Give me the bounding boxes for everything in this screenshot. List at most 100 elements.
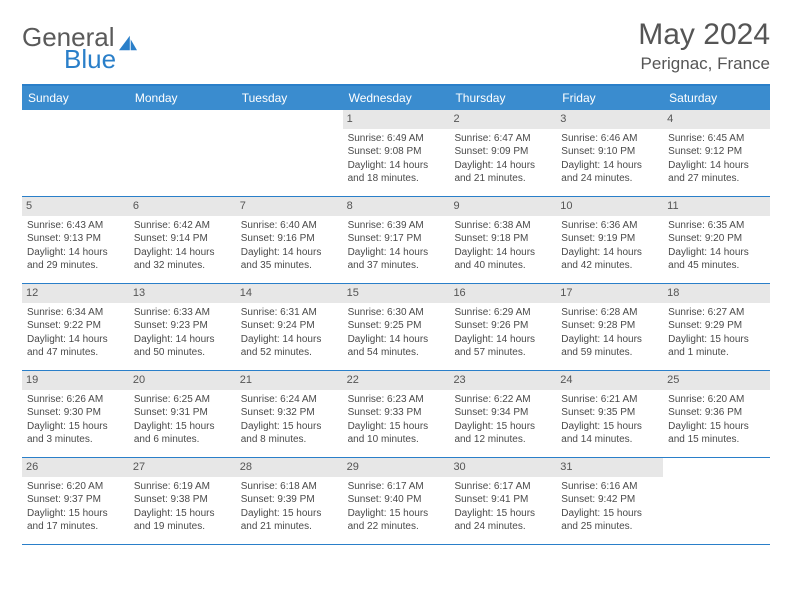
day-cell-15: 15Sunrise: 6:30 AMSunset: 9:25 PMDayligh…	[343, 284, 450, 370]
daylight-text: and 57 minutes.	[454, 346, 551, 360]
empty-cell	[129, 110, 236, 196]
sunrise-text: Sunrise: 6:42 AM	[134, 219, 231, 233]
sunset-text: Sunset: 9:23 PM	[134, 319, 231, 333]
day-cell-7: 7Sunrise: 6:40 AMSunset: 9:16 PMDaylight…	[236, 197, 343, 283]
month-title: May 2024	[638, 18, 770, 52]
sunset-text: Sunset: 9:42 PM	[561, 493, 658, 507]
daylight-text: and 15 minutes.	[668, 433, 765, 447]
daylight-text: and 21 minutes.	[454, 172, 551, 186]
day-cell-25: 25Sunrise: 6:20 AMSunset: 9:36 PMDayligh…	[663, 371, 770, 457]
sunset-text: Sunset: 9:38 PM	[134, 493, 231, 507]
sunrise-text: Sunrise: 6:36 AM	[561, 219, 658, 233]
day-cell-19: 19Sunrise: 6:26 AMSunset: 9:30 PMDayligh…	[22, 371, 129, 457]
day-cell-13: 13Sunrise: 6:33 AMSunset: 9:23 PMDayligh…	[129, 284, 236, 370]
day-number: 16	[449, 284, 556, 303]
day-number: 19	[22, 371, 129, 390]
daylight-text: Daylight: 14 hours	[27, 246, 124, 260]
header: GeneralBlue May 2024 Perignac, France	[22, 18, 770, 74]
sunset-text: Sunset: 9:08 PM	[348, 145, 445, 159]
day-cell-5: 5Sunrise: 6:43 AMSunset: 9:13 PMDaylight…	[22, 197, 129, 283]
day-cell-6: 6Sunrise: 6:42 AMSunset: 9:14 PMDaylight…	[129, 197, 236, 283]
weekday-monday: Monday	[129, 86, 236, 110]
daylight-text: and 17 minutes.	[27, 520, 124, 534]
daylight-text: Daylight: 15 hours	[134, 507, 231, 521]
sunset-text: Sunset: 9:32 PM	[241, 406, 338, 420]
sunrise-text: Sunrise: 6:33 AM	[134, 306, 231, 320]
daylight-text: Daylight: 15 hours	[668, 333, 765, 347]
daylight-text: and 14 minutes.	[561, 433, 658, 447]
day-number: 10	[556, 197, 663, 216]
week-row: 19Sunrise: 6:26 AMSunset: 9:30 PMDayligh…	[22, 371, 770, 458]
sunset-text: Sunset: 9:34 PM	[454, 406, 551, 420]
daylight-text: Daylight: 14 hours	[241, 246, 338, 260]
sunrise-text: Sunrise: 6:24 AM	[241, 393, 338, 407]
daylight-text: Daylight: 15 hours	[668, 420, 765, 434]
day-number: 1	[343, 110, 450, 129]
sunset-text: Sunset: 9:17 PM	[348, 232, 445, 246]
sunrise-text: Sunrise: 6:16 AM	[561, 480, 658, 494]
sunset-text: Sunset: 9:30 PM	[27, 406, 124, 420]
day-number: 5	[22, 197, 129, 216]
weekday-wednesday: Wednesday	[343, 86, 450, 110]
daylight-text: and 47 minutes.	[27, 346, 124, 360]
daylight-text: Daylight: 15 hours	[561, 507, 658, 521]
day-number: 31	[556, 458, 663, 477]
daylight-text: and 19 minutes.	[134, 520, 231, 534]
daylight-text: and 21 minutes.	[241, 520, 338, 534]
sunrise-text: Sunrise: 6:45 AM	[668, 132, 765, 146]
location-label: Perignac, France	[638, 54, 770, 74]
day-cell-31: 31 Sunrise: 6:16 AMSunset: 9:42 PMDayligh…	[556, 458, 663, 544]
weekday-sunday: Sunday	[22, 86, 129, 110]
week-row: 26Sunrise: 6:20 AMSunset: 9:37 PMDayligh…	[22, 458, 770, 545]
day-number: 30	[449, 458, 556, 477]
day-cell-9: 9Sunrise: 6:38 AMSunset: 9:18 PMDaylight…	[449, 197, 556, 283]
daylight-text: Daylight: 14 hours	[241, 333, 338, 347]
day-cell-8: 8Sunrise: 6:39 AMSunset: 9:17 PMDaylight…	[343, 197, 450, 283]
day-number: 27	[129, 458, 236, 477]
daylight-text: Daylight: 15 hours	[241, 420, 338, 434]
day-number: 12	[22, 284, 129, 303]
daylight-text: Daylight: 14 hours	[454, 246, 551, 260]
weekday-tuesday: Tuesday	[236, 86, 343, 110]
daylight-text: and 29 minutes.	[27, 259, 124, 273]
sunset-text: Sunset: 9:14 PM	[134, 232, 231, 246]
daylight-text: and 25 minutes.	[561, 520, 658, 534]
brand-logo: GeneralBlue	[22, 24, 139, 72]
daylight-text: Daylight: 14 hours	[668, 159, 765, 173]
sunset-text: Sunset: 9:18 PM	[454, 232, 551, 246]
daylight-text: Daylight: 15 hours	[241, 507, 338, 521]
day-number: 18	[663, 284, 770, 303]
daylight-text: and 32 minutes.	[134, 259, 231, 273]
sunrise-text: Sunrise: 6:30 AM	[348, 306, 445, 320]
daylight-text: and 35 minutes.	[241, 259, 338, 273]
daylight-text: Daylight: 15 hours	[134, 420, 231, 434]
daylight-text: and 3 minutes.	[27, 433, 124, 447]
day-number: 21	[236, 371, 343, 390]
daylight-text: and 6 minutes.	[134, 433, 231, 447]
day-cell-17: 17Sunrise: 6:28 AMSunset: 9:28 PMDayligh…	[556, 284, 663, 370]
sunset-text: Sunset: 9:41 PM	[454, 493, 551, 507]
sunset-text: Sunset: 9:13 PM	[27, 232, 124, 246]
daylight-text: and 37 minutes.	[348, 259, 445, 273]
daylight-text: and 27 minutes.	[668, 172, 765, 186]
day-cell-22: 22Sunrise: 6:23 AMSunset: 9:33 PMDayligh…	[343, 371, 450, 457]
day-cell-24: 24Sunrise: 6:21 AMSunset: 9:35 PMDayligh…	[556, 371, 663, 457]
day-number: 26	[22, 458, 129, 477]
sunrise-text: Sunrise: 6:46 AM	[561, 132, 658, 146]
day-number: 23	[449, 371, 556, 390]
day-cell-3: 3Sunrise: 6:46 AMSunset: 9:10 PMDaylight…	[556, 110, 663, 196]
sunset-text: Sunset: 9:40 PM	[348, 493, 445, 507]
daylight-text: Daylight: 14 hours	[348, 159, 445, 173]
day-number: 6	[129, 197, 236, 216]
daylight-text: and 54 minutes.	[348, 346, 445, 360]
sunrise-text: Sunrise: 6:18 AM	[241, 480, 338, 494]
daylight-text: and 10 minutes.	[348, 433, 445, 447]
sunset-text: Sunset: 9:09 PM	[454, 145, 551, 159]
week-row: 5Sunrise: 6:43 AMSunset: 9:13 PMDaylight…	[22, 197, 770, 284]
daylight-text: and 1 minute.	[668, 346, 765, 360]
day-cell-30: 30Sunrise: 6:17 AMSunset: 9:41 PMDayligh…	[449, 458, 556, 544]
weekday-thursday: Thursday	[449, 86, 556, 110]
day-number: 11	[663, 197, 770, 216]
sunset-text: Sunset: 9:39 PM	[241, 493, 338, 507]
daylight-text: and 18 minutes.	[348, 172, 445, 186]
